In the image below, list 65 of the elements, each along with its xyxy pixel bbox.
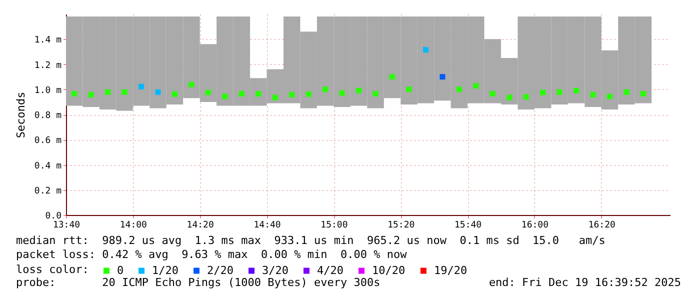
x-tick-label: 15:40: [454, 220, 482, 230]
point: [422, 47, 428, 53]
legend-label: 3/20: [262, 264, 288, 277]
x-tick-label: 16:00: [521, 220, 549, 230]
x-tick-label: 15:00: [320, 220, 348, 230]
point: [406, 86, 412, 92]
y-tick-label: 1.4 m: [34, 36, 62, 46]
point: [556, 89, 562, 95]
text: packet loss: 0.42 % avg 9.63 % max 0.00 % min 0.00 % now: [16, 248, 407, 262]
point: [624, 89, 630, 95]
point: [238, 91, 244, 97]
point: [456, 86, 462, 92]
legend-label: 2/20: [207, 264, 234, 277]
point: [306, 91, 312, 97]
x-tick-label: 14:00: [120, 220, 147, 230]
point: [473, 83, 479, 89]
legend-label: 10/20: [372, 264, 406, 277]
point: [640, 91, 646, 97]
point: [88, 92, 94, 98]
x-tick-label: 14:20: [186, 220, 214, 230]
legend-label: 1/20: [152, 264, 178, 277]
point: [540, 90, 546, 96]
point: [122, 89, 128, 95]
x-tick-label: 15:20: [388, 220, 415, 230]
legend-label: 4/20: [317, 264, 344, 277]
y-axis-title: Seconds: [14, 92, 28, 138]
y-tick-label: 1.2 m: [34, 60, 62, 71]
point: [322, 86, 328, 92]
point: [272, 94, 278, 100]
point: [506, 94, 512, 100]
text: probe: 20 ICMP Echo Pings (1000 Bytes) every 300s: [16, 276, 380, 290]
x-tick-label: 13:40: [52, 220, 80, 230]
point: [222, 94, 228, 100]
point: [607, 94, 613, 100]
point: [289, 92, 295, 98]
point: [155, 89, 161, 95]
point: [372, 91, 378, 97]
legend-title: loss color:: [16, 263, 89, 276]
point: [105, 89, 111, 95]
y-tick-label: 0.4 m: [34, 161, 62, 172]
point: [523, 94, 529, 100]
point: [356, 88, 362, 94]
point: [188, 82, 194, 88]
point: [440, 74, 446, 80]
x-tick-label: 14:40: [254, 220, 281, 230]
point: [138, 84, 144, 90]
point: [172, 91, 178, 97]
y-tick-label: 0.2 m: [34, 186, 62, 196]
x-tick-label: 16:20: [588, 220, 616, 230]
text: end: Fri Dec 19 16:39:52 2025: [488, 276, 681, 290]
point: [574, 88, 580, 94]
point: [256, 91, 262, 97]
y-tick-label: 0.6 m: [34, 136, 62, 146]
point: [390, 74, 395, 80]
y-tick-label: 1.0 m: [34, 86, 62, 96]
y-tick-label: 0.8 m: [34, 111, 62, 121]
legend-label: 0: [117, 264, 124, 277]
point: [590, 92, 596, 98]
point: [490, 91, 496, 97]
point: [205, 90, 211, 96]
point: [72, 91, 78, 97]
legend-label: 19/20: [434, 264, 468, 277]
point: [339, 90, 345, 96]
y-tick-label: 0.0: [45, 212, 62, 222]
text: median rtt: 989.2 us avg 1.3 ms max 933.1 us min 965.2 us now 0.1 ms sd 15.0 am/s: [16, 234, 606, 248]
